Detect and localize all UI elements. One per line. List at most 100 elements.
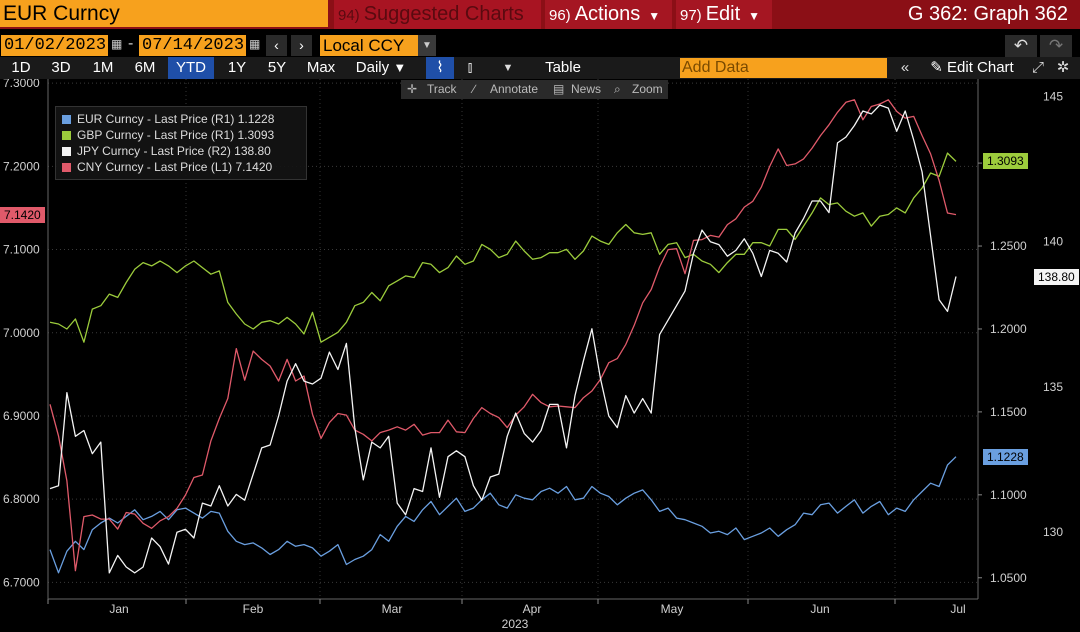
right2-axis-tick-label: 130 — [1043, 525, 1063, 539]
start-date-input[interactable]: 01/02/2023 — [1, 35, 108, 56]
actions-menu[interactable]: 96) Actions ▼ — [545, 0, 672, 29]
currency-select[interactable]: Local CCY — [320, 35, 418, 56]
expand-icon[interactable]: ⤢ — [1031, 59, 1044, 76]
timeframe-max[interactable]: Max — [306, 59, 336, 76]
chart-legend: EUR Curncy - Last Price (R1) 1.1228 GBP … — [55, 106, 307, 180]
left-axis-tick-label: 7.2000 — [3, 159, 40, 173]
timeframe-3d[interactable]: 3D — [51, 59, 71, 76]
next-period-button[interactable]: › — [291, 35, 312, 56]
legend-swatch — [62, 131, 71, 140]
gear-icon[interactable]: ✲ — [1056, 59, 1070, 76]
legend-swatch — [62, 115, 71, 124]
annotate-icon[interactable]: ∕ — [473, 82, 476, 96]
edit-chart-button[interactable]: ✎ Edit Chart — [920, 57, 1024, 79]
timeframe-ytd[interactable]: YTD — [168, 57, 214, 79]
timeframe-1y[interactable]: 1Y — [227, 59, 247, 76]
left-axis-tick-label: 6.7000 — [3, 575, 40, 589]
chevron-down-icon[interactable]: ▼ — [502, 62, 514, 74]
right2-axis-tick-label: 145 — [1043, 89, 1063, 103]
right1-axis-tick-label: 1.2500 — [990, 239, 1027, 253]
pencil-icon: ✎ — [930, 59, 943, 76]
jpy-last-value-tag: 138.80 — [1034, 268, 1079, 285]
gbp-series-line[interactable] — [49, 152, 957, 343]
menu-number: 94) — [338, 7, 360, 24]
month-label: Jul — [950, 602, 965, 616]
edit-menu[interactable]: 97) Edit ▼ — [676, 0, 772, 29]
right2-axis-tick-label: 140 — [1043, 235, 1063, 249]
timeframe-1d[interactable]: 1D — [11, 59, 31, 76]
month-label: May — [661, 602, 684, 616]
right1-axis-tick-label: 1.1000 — [990, 488, 1027, 502]
suggested-charts-menu[interactable]: 94) Suggested Charts — [334, 0, 541, 29]
timeframe-5y[interactable]: 5Y — [267, 59, 287, 76]
zoom-tool[interactable]: Zoom — [632, 82, 663, 96]
bar-chart-icon[interactable]: ⫾ — [467, 59, 473, 76]
legend-item-gbp[interactable]: GBP Curncy - Last Price (R1) 1.3093 — [62, 127, 300, 143]
toolbar: 1D 3D 1M 6M YTD 1Y 5Y Max Daily ▼ ⌇ ⫾ ▼ … — [0, 57, 1080, 79]
graph-title: G 362: Graph 362 — [907, 3, 1068, 25]
right1-axis-tick-label: 1.1500 — [990, 405, 1027, 419]
undo-icon[interactable]: ↶ — [1005, 35, 1037, 57]
right1-axis-tick-label: 1.2000 — [990, 322, 1027, 336]
legend-label: EUR Curncy - Last Price (R1) 1.1228 — [77, 112, 275, 126]
legend-swatch — [62, 147, 71, 156]
left-axis-tick-label: 7.3000 — [3, 79, 40, 90]
jpy-series-line[interactable] — [49, 104, 957, 574]
date-range-bar: 01/02/2023 ▦ - 07/14/2023 ▦ ‹ › Local CC… — [0, 33, 1080, 57]
eur-last-value-tag: 1.1228 — [983, 448, 1028, 465]
legend-item-eur[interactable]: EUR Curncy - Last Price (R1) 1.1228 — [62, 111, 300, 127]
menu-label: Actions — [574, 3, 641, 25]
year-label: 2023 — [502, 617, 529, 631]
table-button[interactable]: Table — [545, 59, 581, 76]
legend-label: CNY Curncy - Last Price (L1) 7.1420 — [77, 160, 273, 174]
line-chart-icon[interactable]: ⌇ — [426, 57, 454, 79]
menu-label: Suggested Charts — [363, 3, 524, 25]
left-axis-tick-label: 7.0000 — [3, 326, 40, 340]
gbp-last-value-tag: 1.3093 — [983, 153, 1028, 170]
chevron-down-icon: ▼ — [748, 9, 761, 23]
frequency-label: Daily — [355, 59, 390, 76]
track-tool[interactable]: Track — [427, 82, 457, 96]
annotate-tool[interactable]: Annotate — [490, 82, 539, 96]
timeframe-1m[interactable]: 1M — [92, 59, 114, 76]
chevron-down-icon: ▼ — [648, 9, 661, 23]
chevron-down-icon: ▼ — [393, 60, 407, 75]
calendar-icon[interactable]: ▦ — [111, 37, 123, 51]
month-label: Mar — [382, 602, 403, 616]
left-axis-tick-label: 6.9000 — [3, 409, 40, 423]
redo-icon[interactable]: ↷ — [1040, 35, 1072, 57]
left-axis-tick-label: 6.8000 — [3, 492, 40, 506]
prev-period-button[interactable]: ‹ — [266, 35, 287, 56]
crosshair-icon[interactable]: ✛ — [407, 82, 418, 96]
news-tool[interactable]: News — [571, 82, 602, 96]
frequency-select[interactable]: Daily ▼ — [348, 57, 414, 79]
month-label: Jan — [109, 602, 128, 616]
collapse-icon[interactable]: « — [900, 59, 910, 76]
legend-label: JPY Curncy - Last Price (R2) 138.80 — [77, 144, 271, 158]
add-data-input[interactable]: Add Data — [680, 58, 887, 78]
legend-label: GBP Curncy - Last Price (R1) 1.3093 — [77, 128, 275, 142]
edit-chart-label: Edit Chart — [947, 59, 1014, 76]
end-date-input[interactable]: 07/14/2023 — [139, 35, 246, 56]
news-icon[interactable]: ▤ — [553, 82, 565, 96]
security-field[interactable]: EUR Curncy — [0, 0, 328, 27]
calendar-icon[interactable]: ▦ — [249, 37, 261, 51]
cny-series-line[interactable] — [49, 99, 957, 572]
eur-series-line[interactable] — [49, 456, 957, 574]
menu-number: 96) — [549, 7, 571, 24]
chevron-down-icon[interactable]: ▼ — [418, 35, 436, 56]
legend-swatch — [62, 163, 71, 172]
timeframe-6m[interactable]: 6M — [134, 59, 156, 76]
legend-item-cny[interactable]: CNY Curncy - Last Price (L1) 7.1420 — [62, 159, 300, 175]
chart-tools: ✛ Track ∕ Annotate ▤ News ⌕ Zoom — [401, 80, 668, 99]
right2-axis-tick-label: 135 — [1043, 380, 1063, 394]
left-axis-tick-label: 7.1000 — [3, 243, 40, 257]
cny-last-value-tag: 7.1420 — [0, 206, 45, 223]
month-label: Jun — [810, 602, 829, 616]
search-icon[interactable]: ⌕ — [614, 82, 621, 96]
title-bar: EUR Curncy 94) Suggested Charts 96) Action… — [0, 0, 1080, 29]
date-separator: - — [128, 35, 134, 52]
menu-number: 97) — [680, 7, 702, 24]
price-chart[interactable]: 6.7000 6.8000 6.9000 7.0000 7.1000 7.2000 7.30… — [0, 79, 1080, 632]
legend-item-jpy[interactable]: JPY Curncy - Last Price (R2) 138.80 — [62, 143, 300, 159]
